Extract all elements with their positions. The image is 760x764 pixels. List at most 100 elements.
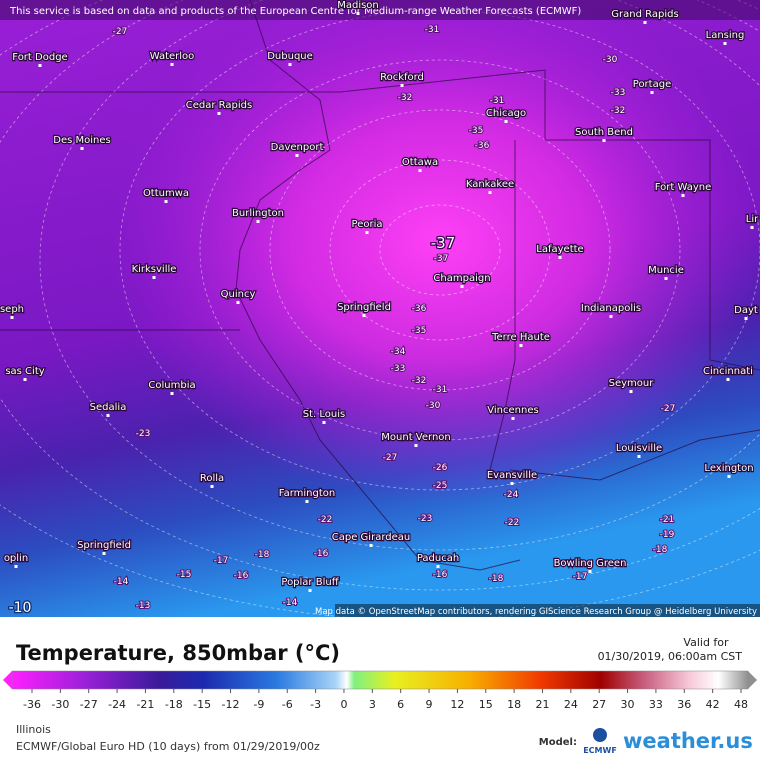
- cold-core: [0, 0, 760, 617]
- city-marker: [164, 200, 168, 203]
- model-name: ECMWF: [583, 746, 617, 755]
- city-label: Davenport: [271, 142, 324, 153]
- notice: This service is based on data and produc…: [9, 6, 581, 17]
- contour-label: -13: [136, 601, 151, 611]
- city-label: Cedar Rapids: [186, 100, 252, 111]
- city-label: St. Louis: [303, 409, 345, 420]
- contour-label: -23: [136, 429, 151, 439]
- city-label: Sedalia: [90, 402, 127, 413]
- contour-label: -18: [255, 550, 270, 560]
- contour-label: -32: [398, 93, 413, 103]
- isotherms: [0, 0, 760, 620]
- city-label: Fort Wayne: [655, 182, 712, 193]
- model-run: ECMWF/Global Euro HD (10 days) from 01/2…: [16, 740, 320, 753]
- city-marker: [511, 417, 515, 420]
- legend-tick-label: -6: [282, 698, 293, 711]
- city-marker: [723, 42, 727, 45]
- city-marker: [629, 390, 633, 393]
- city-label: Kirksville: [132, 264, 177, 275]
- model-label: Model:: [539, 737, 577, 748]
- legend-tick-label: 24: [564, 698, 578, 711]
- city-label: Burlington: [232, 208, 284, 219]
- attribution: Map data © OpenStreetMap contributors, r…: [315, 607, 757, 617]
- city-marker: [308, 589, 312, 592]
- legend-tick-label: 9: [426, 698, 433, 711]
- city-label: Terre Haute: [491, 332, 550, 343]
- legend-tick-label: -9: [253, 698, 264, 711]
- city-marker: [609, 315, 613, 318]
- contour-label: -26: [433, 463, 448, 473]
- contour-label: -31: [425, 25, 440, 35]
- city-marker: [664, 277, 668, 280]
- city-marker: [414, 444, 418, 447]
- city-marker: [637, 455, 641, 458]
- city-label: Champaign: [433, 273, 490, 284]
- contour-label: -17: [573, 572, 588, 582]
- contour-label: -33: [391, 364, 406, 374]
- legend-tick-label: -12: [222, 698, 240, 711]
- legend-tick-label: 6: [397, 698, 404, 711]
- city-marker: [236, 301, 240, 304]
- city-label: seph: [0, 304, 24, 315]
- city-marker: [102, 552, 106, 555]
- city-marker: [460, 285, 464, 288]
- city-label: Louisville: [616, 443, 662, 454]
- city-marker: [436, 565, 440, 568]
- legend-tick-label: 30: [621, 698, 635, 711]
- city-label: Lansing: [706, 30, 745, 41]
- city-marker: [365, 231, 369, 234]
- legend-tick-label: 21: [535, 698, 549, 711]
- legend-tick-label: -24: [108, 698, 126, 711]
- city-label: Fort Dodge: [12, 52, 67, 63]
- legend-tick-label: 33: [649, 698, 663, 711]
- legend-tick-label: 15: [479, 698, 493, 711]
- contour-label: -15: [177, 570, 192, 580]
- city-label: Peoria: [352, 219, 383, 230]
- contour-label: -35: [469, 126, 484, 136]
- city-label: Rolla: [200, 473, 224, 484]
- city-marker: [106, 414, 110, 417]
- city-marker: [744, 317, 748, 320]
- city-marker: [152, 276, 156, 279]
- notice-band: [0, 0, 760, 20]
- brand: weather.us: [623, 729, 753, 753]
- ecmwf-logo: [593, 728, 607, 742]
- legend-tick-label: 27: [592, 698, 606, 711]
- city-marker: [10, 316, 14, 319]
- contour-label: -17: [214, 556, 229, 566]
- city-marker: [38, 64, 42, 67]
- city-marker: [288, 63, 292, 66]
- contour-label: -27: [383, 453, 398, 463]
- contour-label: -27: [661, 404, 676, 414]
- contour-label: -31: [490, 96, 505, 106]
- city-marker: [418, 169, 422, 172]
- city-label: Quincy: [221, 289, 256, 300]
- city-label: Cincinnati: [703, 366, 753, 377]
- city-marker: [650, 91, 654, 94]
- contour-label: -14: [283, 598, 298, 608]
- city-label: Dayt: [734, 305, 758, 316]
- city-marker: [210, 485, 214, 488]
- city-marker: [362, 314, 366, 317]
- contour-label: -18: [653, 545, 668, 555]
- city-marker: [510, 482, 514, 485]
- city-label: Lexington: [704, 463, 753, 474]
- legend-tick-label: 3: [369, 698, 376, 711]
- legend-tick-label: -18: [165, 698, 183, 711]
- contour-label: -24: [504, 490, 519, 500]
- city-label: Seymour: [609, 378, 655, 389]
- city-marker: [558, 256, 562, 259]
- contour-label: -31: [433, 385, 448, 395]
- city-marker: [356, 12, 360, 15]
- city-label: Ottumwa: [143, 188, 189, 199]
- city-marker: [305, 500, 309, 503]
- contour-label: -25: [433, 481, 448, 491]
- legend-title: Temperature, 850mbar (°C): [16, 641, 340, 665]
- corner-value: -10: [9, 600, 32, 616]
- city-label: Cape Girardeau: [332, 532, 410, 543]
- city-marker: [170, 392, 174, 395]
- contour-label: -22: [318, 515, 333, 525]
- city-marker: [504, 120, 508, 123]
